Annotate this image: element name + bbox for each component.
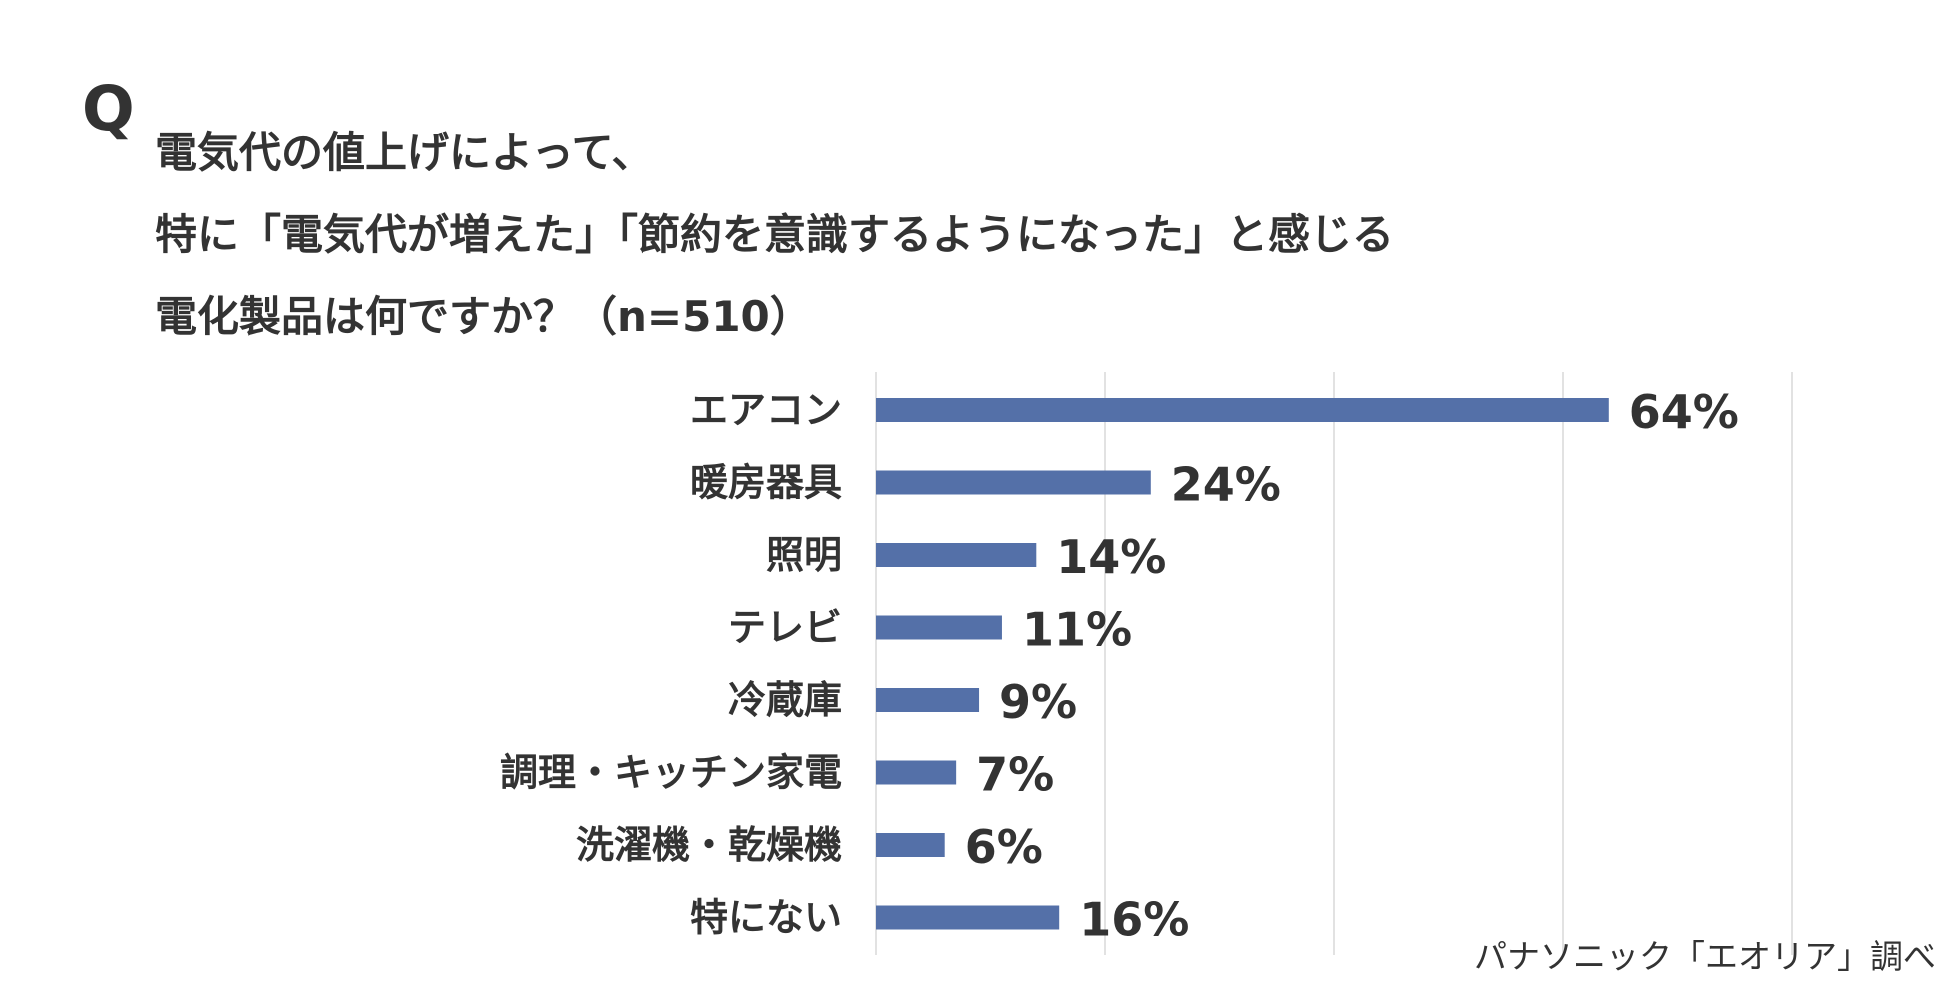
bar-1 xyxy=(876,470,1151,495)
data-label-1: 24% xyxy=(1171,458,1281,512)
category-label-0: エアコン xyxy=(690,388,842,432)
data-label-6: 6% xyxy=(965,820,1043,874)
data-label-0: 64% xyxy=(1629,385,1739,439)
data-label-3: 11% xyxy=(1022,603,1132,657)
data-label-4: 9% xyxy=(999,675,1077,729)
question-line-1: 電気代の値上げによって、 xyxy=(155,128,654,177)
category-label-6: 洗濯機・乾燥機 xyxy=(576,823,842,867)
bar-4 xyxy=(876,688,980,712)
bar-6 xyxy=(876,833,945,857)
data-label-5: 7% xyxy=(976,748,1054,802)
data-label-7: 16% xyxy=(1079,893,1189,947)
bar-2 xyxy=(876,543,1037,567)
bar-3 xyxy=(876,615,1002,640)
data-label-2: 14% xyxy=(1056,530,1166,584)
bar-0 xyxy=(876,398,1609,422)
bar-5 xyxy=(876,760,957,785)
category-label-2: 照明 xyxy=(766,533,842,577)
question-marker: Q xyxy=(82,72,135,145)
question-text: 電気代の値上げによって、 特に「電気代が増えた」「節約を意識するようになった」と… xyxy=(155,112,1394,358)
question-line-3: 電化製品は何ですか？（n=510） xyxy=(155,292,812,341)
category-label-7: 特にない xyxy=(690,896,842,940)
question-line-2: 特に「電気代が増えた」「節約を意識するようになった」と感じる xyxy=(155,210,1395,259)
category-label-3: テレビ xyxy=(728,606,842,650)
bar-7 xyxy=(876,905,1060,930)
category-label-4: 冷蔵庫 xyxy=(728,678,842,722)
source-note: パナソニック「エオリア」調べ xyxy=(1474,937,1936,976)
category-label-5: 調理・キッチン家電 xyxy=(500,751,842,795)
category-label-1: 暖房器具 xyxy=(690,461,842,505)
